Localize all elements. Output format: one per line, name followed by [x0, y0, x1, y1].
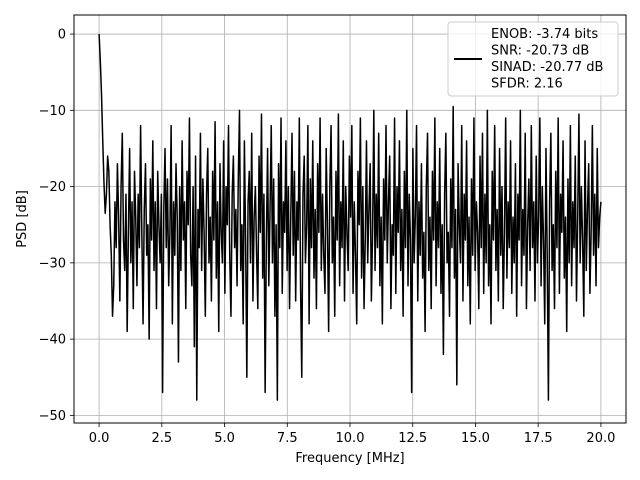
- legend-sfdr: SFDR: 2.16: [491, 77, 563, 92]
- x-tick-label: 17.5: [524, 431, 553, 446]
- y-tick-label: −30: [39, 256, 66, 271]
- x-tick-label: 10.0: [336, 431, 365, 446]
- x-tick-label: 2.5: [151, 431, 172, 446]
- legend-snr: SNR: -20.73 dB: [491, 44, 589, 59]
- y-tick-label: 0: [58, 28, 66, 43]
- legend: ENOB: -3.74 bits SNR: -20.73 dB SINAD: -…: [447, 21, 619, 97]
- x-tick-label: 12.5: [398, 431, 427, 446]
- psd-series-line: [98, 34, 602, 401]
- y-tick-label: −50: [39, 409, 66, 424]
- x-tick-label: 5.0: [214, 431, 235, 446]
- series-layer: [98, 34, 602, 401]
- ticks-layer: 0.0 2.5 5.0 7.5 10.0 12.5 15.0 17.5 20.0 0 −10 −20 −…: [39, 28, 616, 446]
- x-tick-label: 20.0: [586, 431, 615, 446]
- y-tick-label: −10: [39, 104, 66, 119]
- legend-enob: ENOB: -3.74 bits: [491, 27, 598, 42]
- x-tick-label: 7.5: [277, 431, 298, 446]
- y-tick-label: −40: [39, 333, 66, 348]
- legend-box: [447, 21, 619, 97]
- y-tick-label: −20: [39, 180, 66, 195]
- x-tick-label: 15.0: [461, 431, 490, 446]
- y-axis-label: PSD [dB]: [15, 190, 30, 248]
- legend-sinad: SINAD: -20.77 dB: [491, 60, 603, 75]
- x-tick-label: 0.0: [89, 431, 110, 446]
- x-axis-label: Frequency [MHz]: [295, 451, 404, 466]
